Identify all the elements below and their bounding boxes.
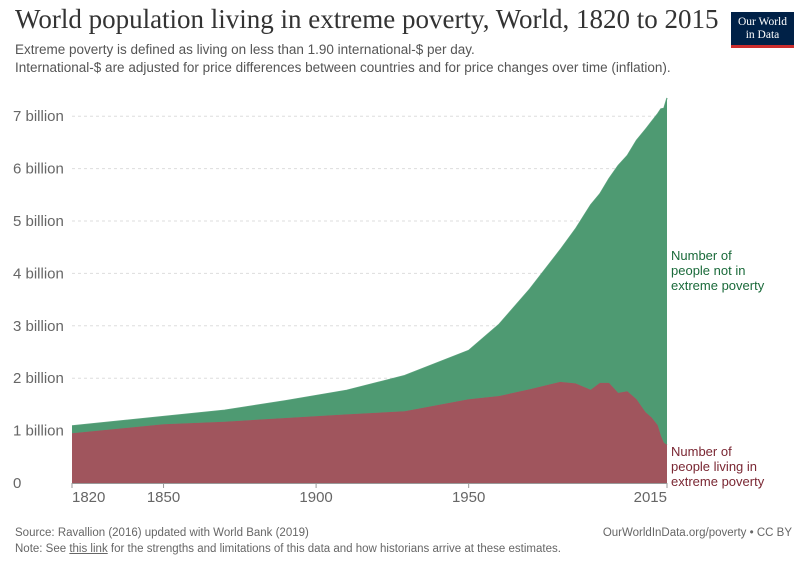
credit-text[interactable]: OurWorldInData.org/poverty • CC BY xyxy=(602,527,792,539)
y-tick-label: 5 billion xyxy=(13,213,64,230)
x-tick-label: 1950 xyxy=(452,489,485,506)
series-label-line: Number of xyxy=(671,248,732,263)
area-edge-2 xyxy=(71,97,668,427)
x-axis: 1820 1850 1900 1950 2015 xyxy=(71,483,668,506)
note-link[interactable]: this link xyxy=(69,543,108,555)
note-text: Note: See this link for the strengths an… xyxy=(15,543,561,555)
area-series-group xyxy=(71,97,668,483)
logo-line2: in Data xyxy=(745,29,780,41)
chart-subtitle-line2: International-$ are adjusted for price d… xyxy=(15,60,671,75)
x-tick-label: 1820 xyxy=(72,489,105,506)
x-tick-label: 1900 xyxy=(299,489,332,506)
logo-line1: Our World xyxy=(737,16,787,28)
x-tick-label: 1850 xyxy=(147,489,180,506)
source-text: Source: Ravallion (2016) updated with Wo… xyxy=(15,527,309,539)
chart-subtitle-line1: Extreme poverty is defined as living on … xyxy=(15,42,475,57)
series-label-line: Number of xyxy=(671,444,732,459)
y-tick-label: 0 xyxy=(13,475,21,492)
note-prefix: Note: See xyxy=(15,543,70,555)
series-label-line: extreme poverty xyxy=(671,278,765,293)
note-suffix: for the strengths and limitations of thi… xyxy=(107,543,561,555)
series-label-line: extreme poverty xyxy=(671,474,765,489)
y-tick-label: 1 billion xyxy=(13,423,64,440)
y-tick-label: 4 billion xyxy=(13,265,64,282)
area-series-1[interactable] xyxy=(72,381,667,483)
area-series-2[interactable] xyxy=(72,97,667,445)
x-tick-label: 2015 xyxy=(634,489,667,506)
y-tick-label: 6 billion xyxy=(13,161,64,178)
owid-logo[interactable]: Our World in Data xyxy=(731,12,794,48)
series-label-line: people living in xyxy=(671,459,757,474)
chart-title: World population living in extreme pover… xyxy=(15,4,719,34)
y-tick-label: 3 billion xyxy=(13,318,64,335)
y-tick-label: 2 billion xyxy=(13,370,64,387)
y-axis: 0 1 billion 2 billion 3 billion 4 billion 5 b… xyxy=(13,108,64,492)
y-tick-label: 7 billion xyxy=(13,108,64,125)
logo-accent-bar xyxy=(731,45,794,48)
series-label-line: people not in xyxy=(671,263,745,278)
